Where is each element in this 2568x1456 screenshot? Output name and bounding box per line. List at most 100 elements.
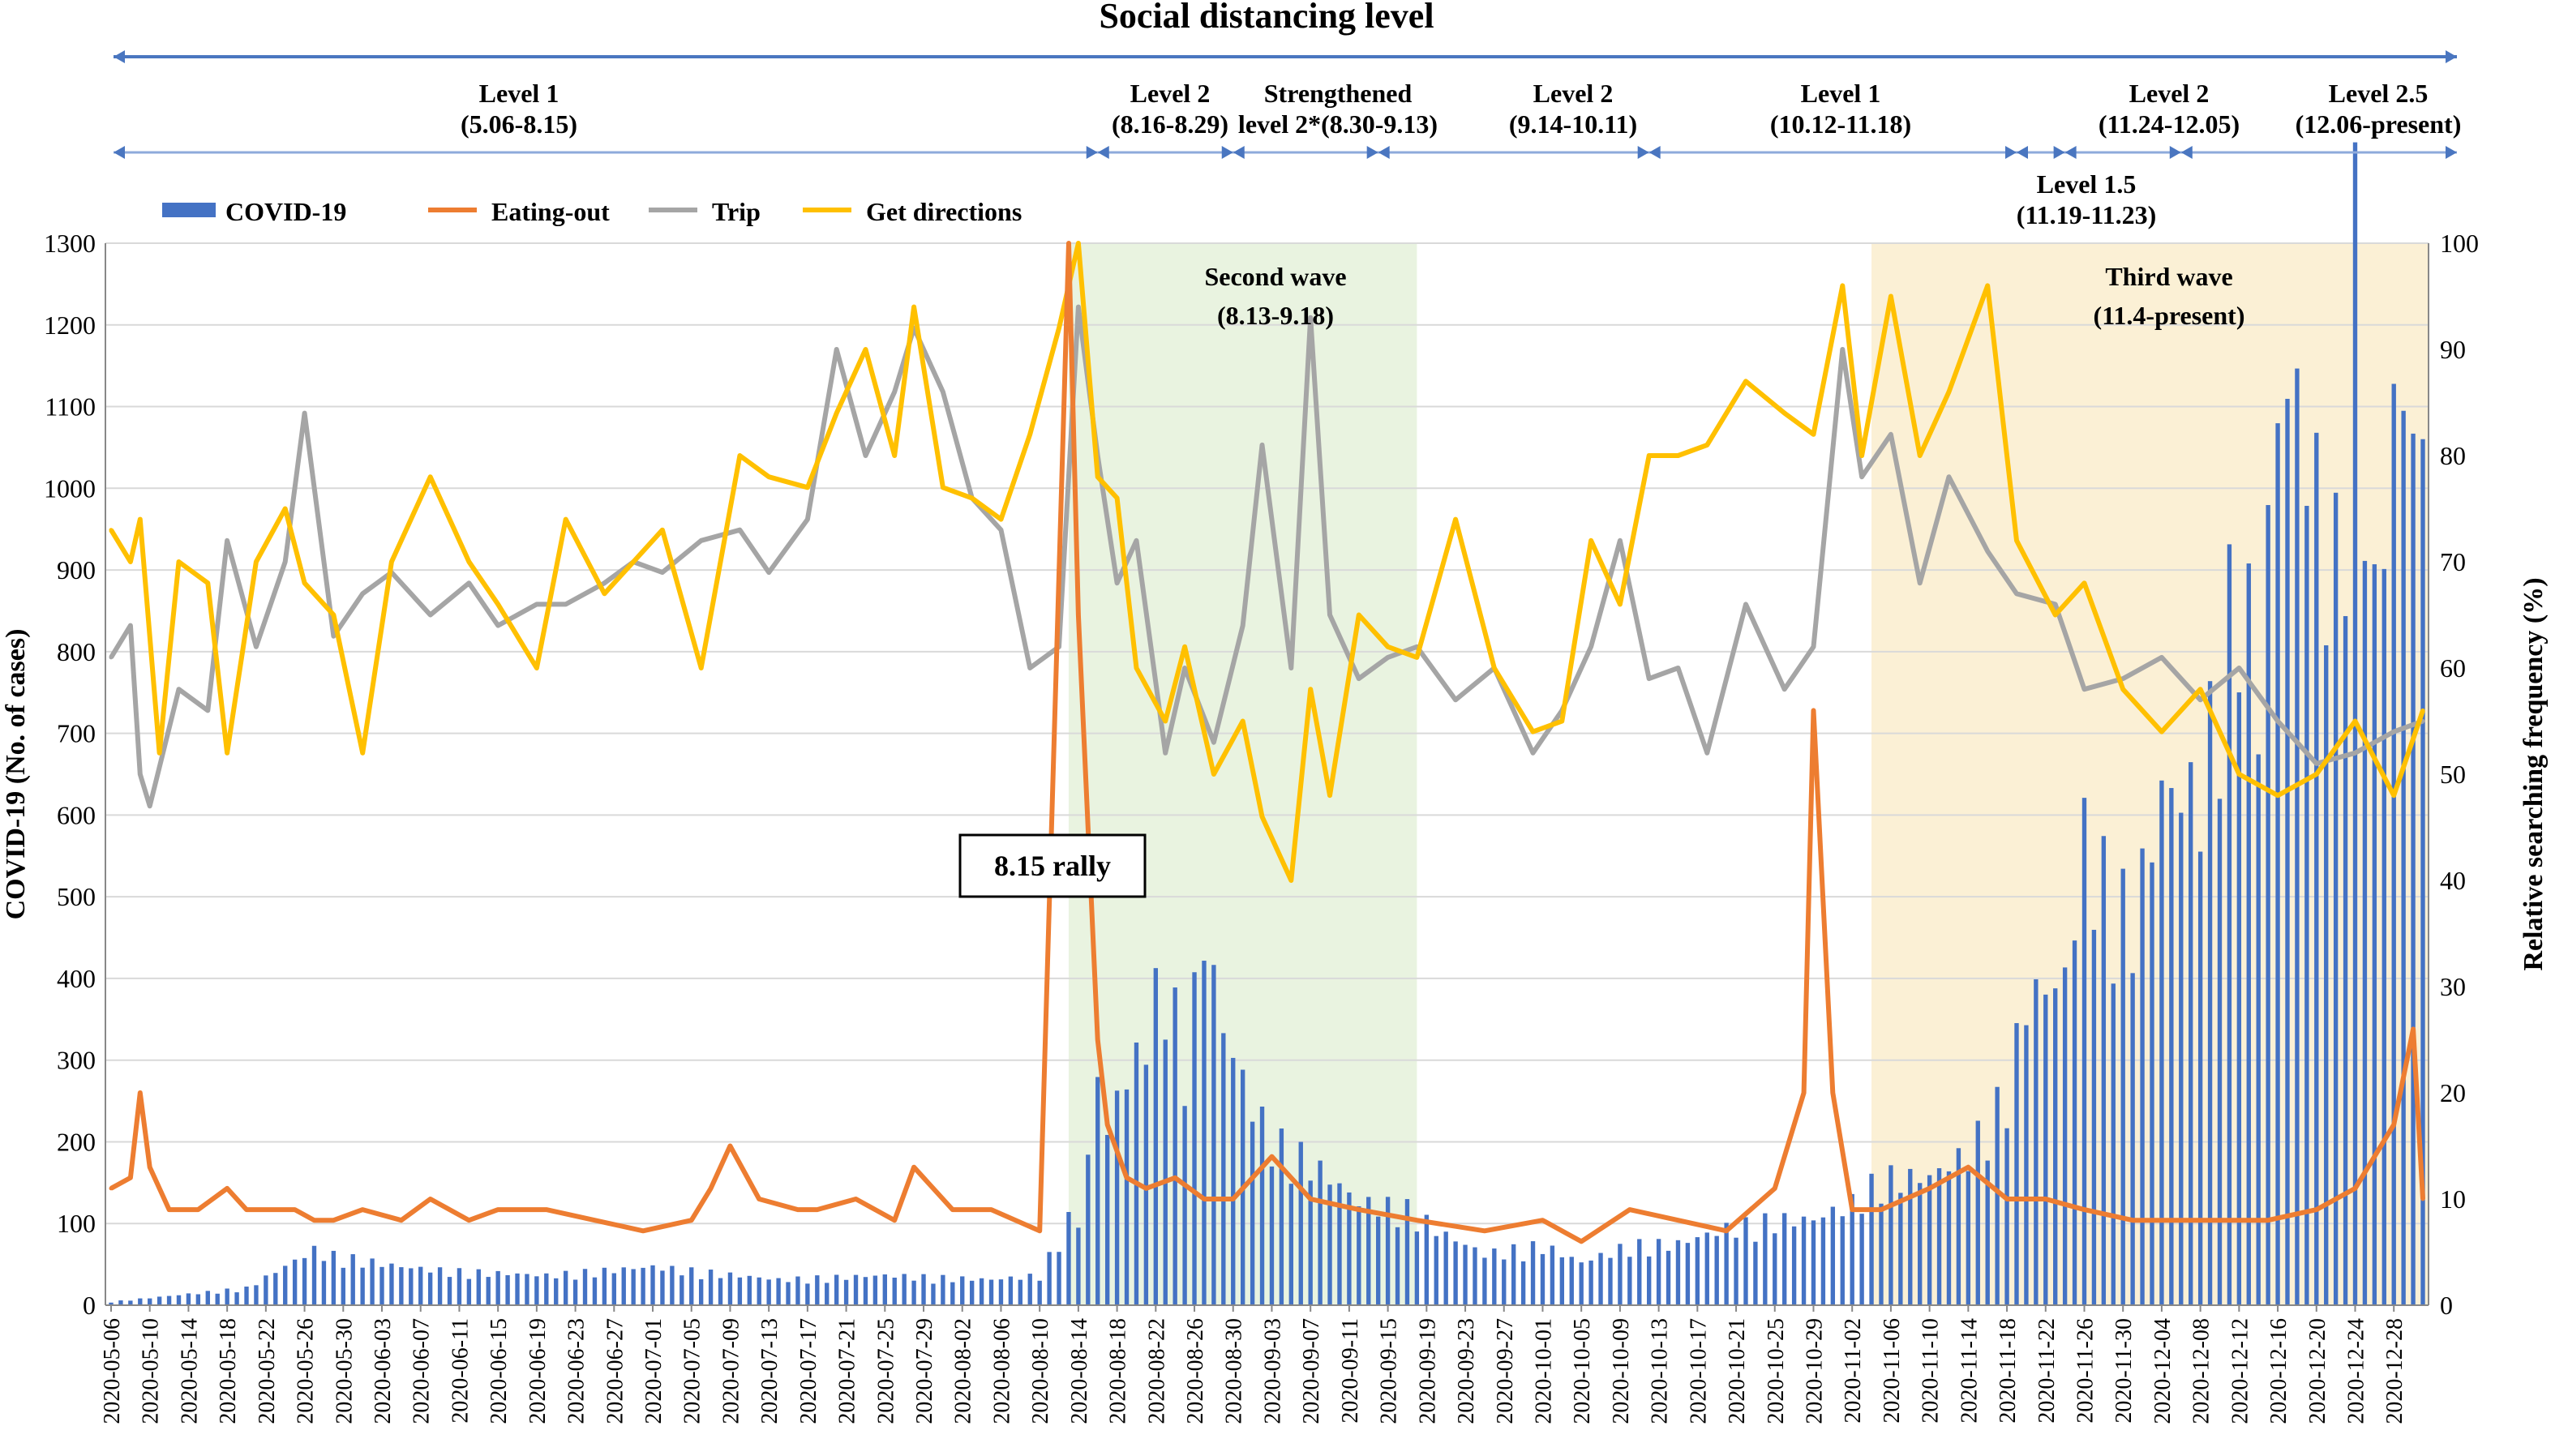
data-point [2372,1154,2377,1159]
data-point [641,1228,645,1233]
data-point [254,644,259,649]
data-point [1840,347,1845,352]
data-point [1966,1165,1970,1170]
data-point [2352,1186,2357,1191]
covid-bar [1850,1193,1854,1305]
covid-bar [1492,1248,1497,1305]
data-point [1269,1154,1274,1159]
covid-bar [882,1274,887,1305]
x-tick-label: 2020-10-29 [1802,1318,1827,1424]
covid-bar [2391,383,2396,1305]
covid-bar [2372,564,2377,1305]
data-point [244,1207,249,1212]
arrow-head [2446,146,2457,159]
data-point [312,1218,317,1223]
level-range: (11.24-12.05) [2099,109,2240,139]
arrow-head [1366,146,1378,159]
covid-bar [708,1270,714,1305]
data-point [1559,719,1564,723]
data-point [283,559,288,564]
data-point [1704,751,1709,756]
arrow-head [2064,146,2077,159]
y-right-tick-label: 90 [2440,335,2466,364]
covid-bar [1192,972,1197,1305]
arrow-head [1097,146,1109,159]
data-point [167,1207,172,1212]
data-point [138,1090,143,1095]
covid-bar [534,1276,539,1305]
y-left-tick-label: 1100 [45,392,96,422]
covid-bar [747,1275,752,1305]
x-tick-label: 2020-05-06 [100,1318,125,1424]
data-point [1724,1228,1729,1233]
y-right-tick-label: 30 [2440,972,2466,1001]
data-point [157,751,162,756]
data-point [737,453,742,458]
arrow-head [2446,50,2457,63]
covid-bar [2159,780,2164,1305]
data-point [360,1207,365,1212]
data-point [1918,453,1923,458]
covid-bar [969,1280,975,1305]
covid-bar [2014,1023,2019,1305]
data-point [2198,687,2203,692]
covid-bar [2179,812,2184,1305]
covid-bar [244,1287,249,1305]
x-tick-label: 2020-08-26 [1183,1318,1208,1424]
data-point [1211,740,1216,745]
covid-bar [950,1282,955,1305]
covid-bar [1375,1216,1381,1305]
data-point [2081,687,2086,692]
x-tick-label: 2020-12-08 [2189,1318,2214,1424]
covid-bar [931,1283,936,1305]
covid-bar [1918,1183,1923,1305]
data-point [592,1218,597,1223]
covid-bar [1473,1247,1477,1305]
covid-bar [853,1274,859,1305]
arrow-head [2004,146,2017,159]
covid-bar [350,1254,355,1305]
covid-bar [1182,1106,1187,1305]
arrow-head [2169,146,2181,159]
data-point [1076,613,1081,617]
level-name: Level 2 [1533,79,1614,108]
data-point [1627,1207,1632,1212]
covid-bar [1482,1257,1487,1305]
covid-bar [370,1258,375,1305]
covid-bar [1627,1257,1632,1305]
covid-bar [1347,1192,1352,1305]
data-point [1811,644,1816,649]
x-tick-label: 2020-08-22 [1144,1318,1169,1424]
covid-bar [1366,1197,1371,1305]
covid-bar [1008,1276,1014,1305]
covid-bar [1656,1239,1661,1305]
covid-bar [872,1275,878,1305]
covid-bar [486,1277,491,1305]
data-point [1492,666,1497,670]
x-tick-label: 2020-11-14 [1957,1318,1982,1424]
data-point [805,485,810,490]
covid-bar [727,1272,733,1305]
covid-bar [1773,1233,1777,1305]
covid-bar [186,1293,191,1305]
y-axis-right-title: Relative searching frequency (%) [2519,577,2549,970]
x-tick-label: 2020-07-21 [835,1318,860,1424]
data-point [1618,602,1623,606]
data-point [1134,538,1138,543]
data-point [2169,1218,2174,1223]
covid-bar [1666,1250,1671,1305]
data-point [1241,623,1245,628]
covid-bar [941,1274,945,1305]
x-tick-label: 2020-09-23 [1454,1318,1479,1424]
covid-bar [1782,1213,1787,1305]
data-point [660,570,665,575]
data-point [2314,1207,2319,1212]
covid-bar [960,1276,965,1305]
data-point [534,602,539,606]
covid-bar [1095,1077,1100,1305]
data-point [128,1176,133,1180]
data-point [941,389,945,394]
x-tick-label: 2020-06-27 [602,1318,628,1424]
covid-bar [399,1267,404,1305]
